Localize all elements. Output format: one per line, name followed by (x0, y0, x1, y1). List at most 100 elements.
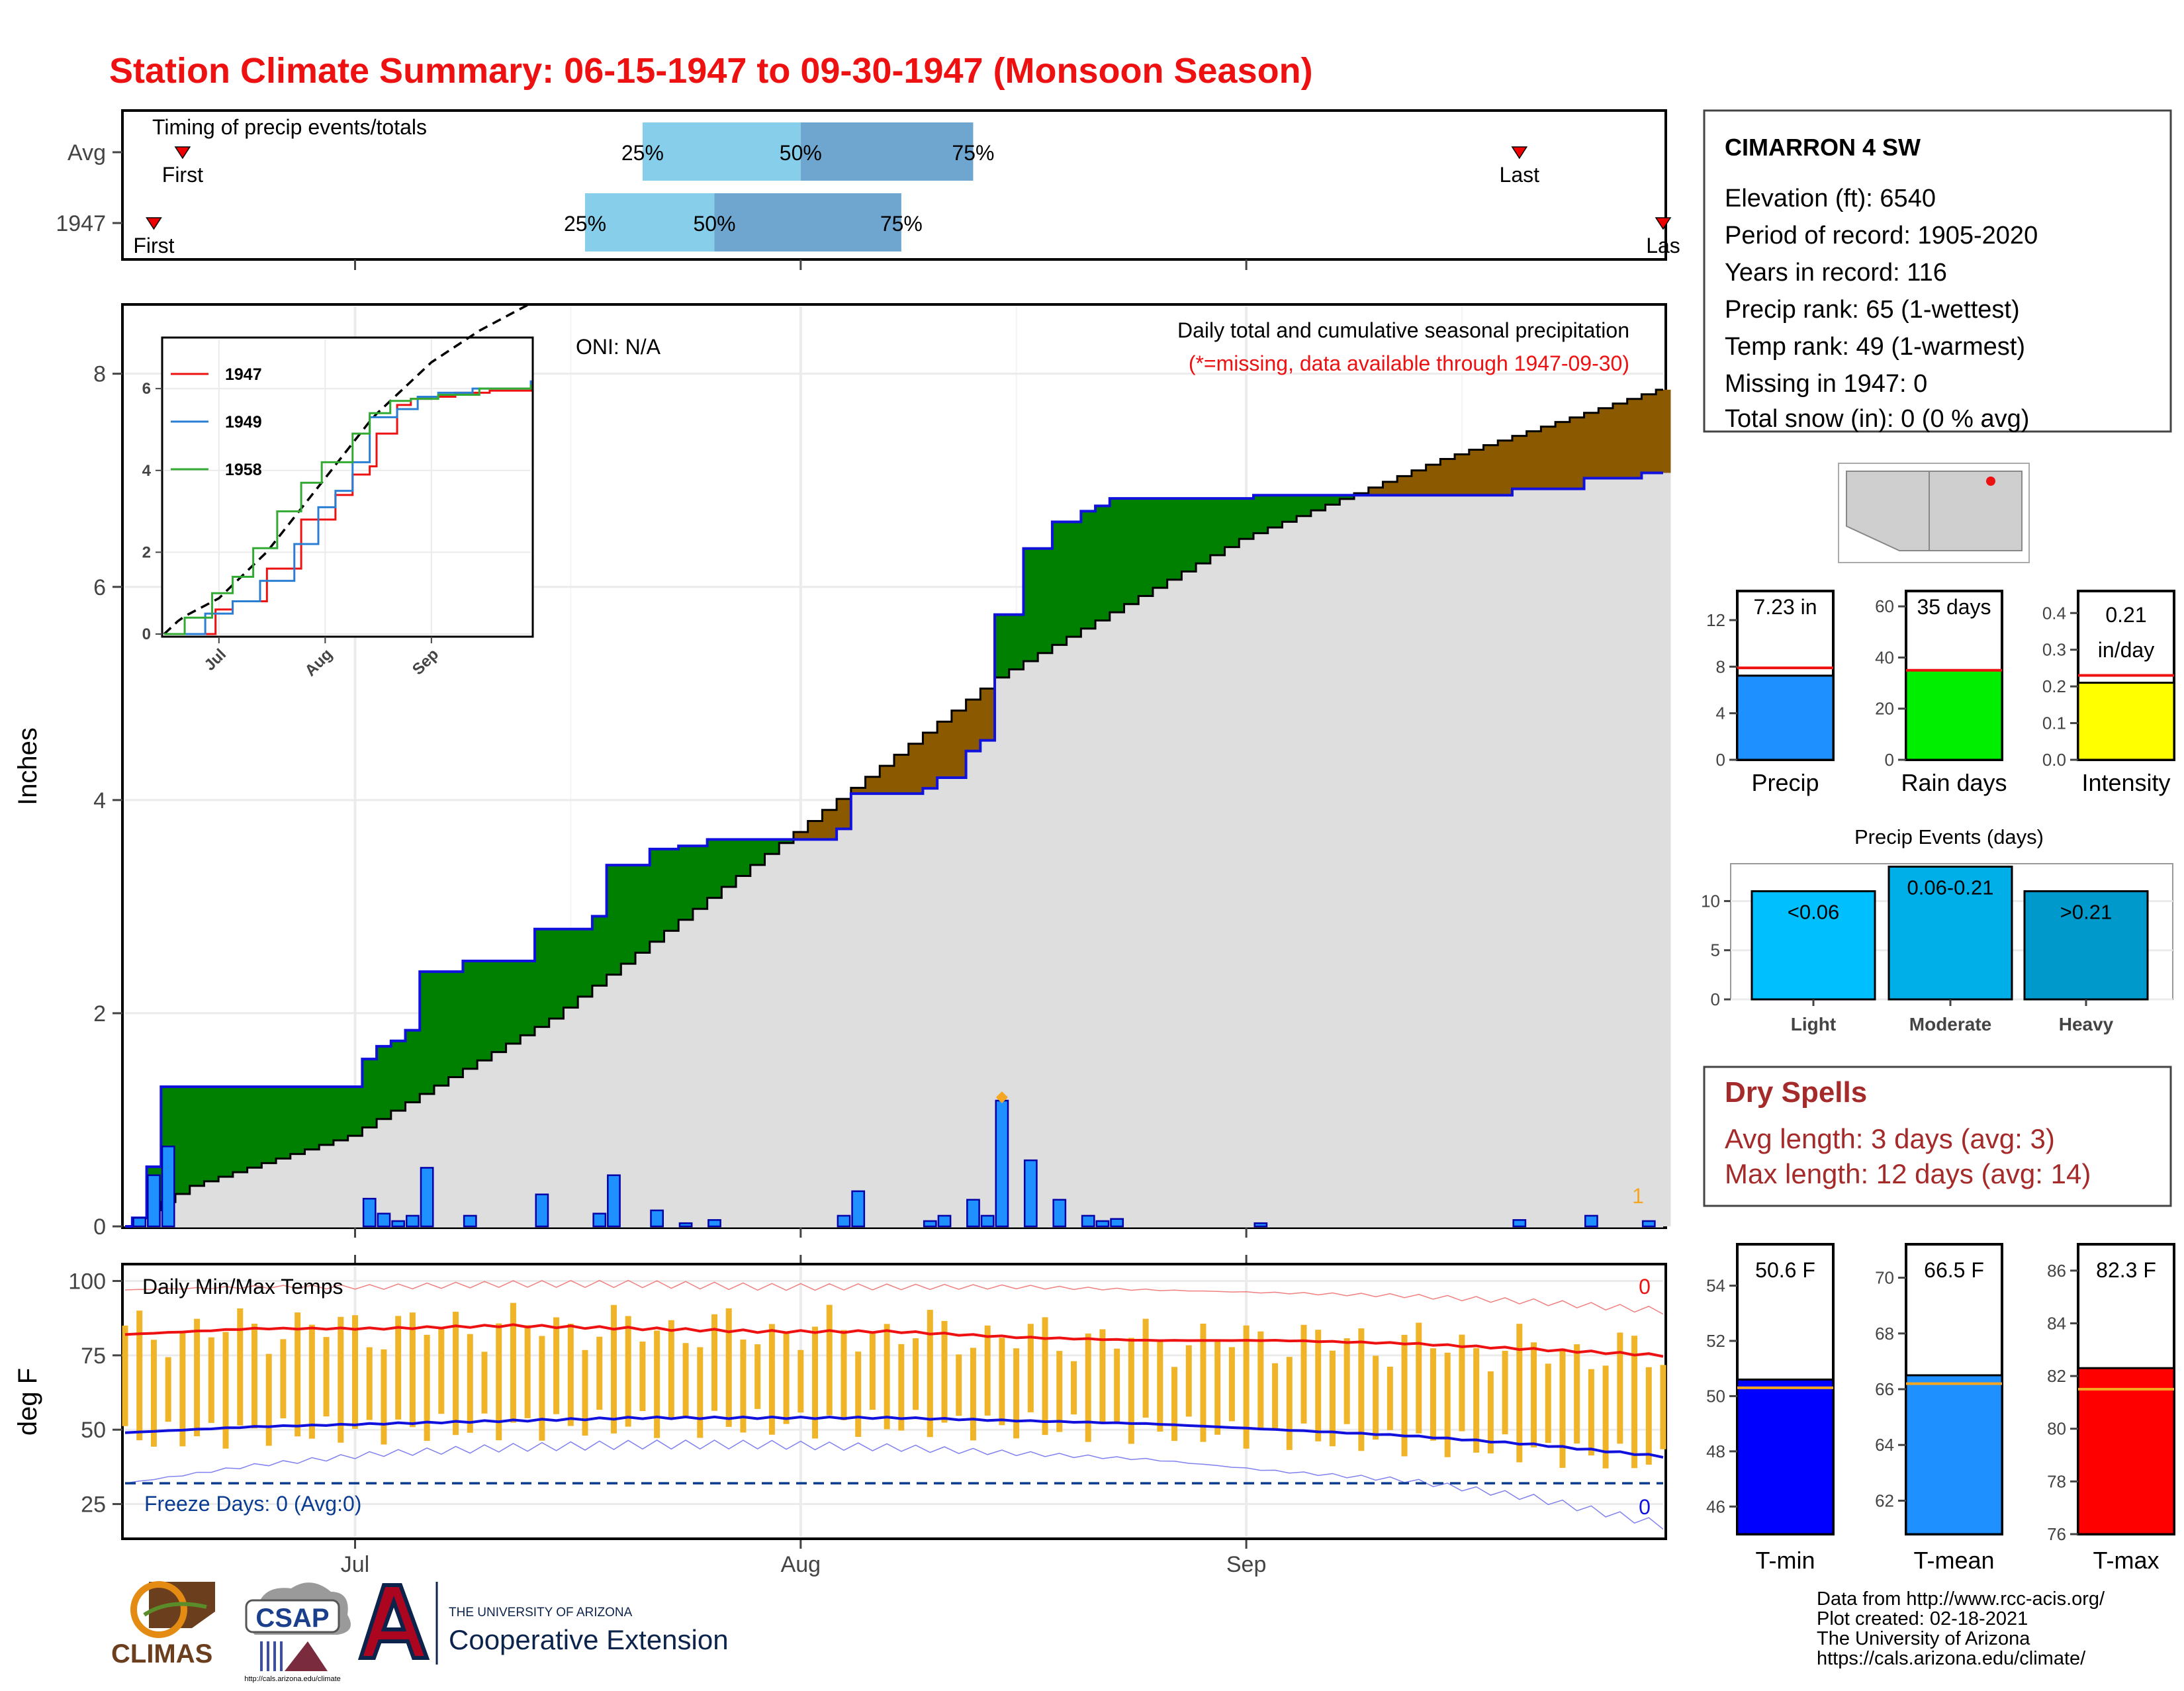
above-normal-area (1052, 522, 1068, 645)
normal-cumulative-area (1181, 571, 1197, 1226)
daily-precip-bar (1110, 1218, 1124, 1228)
daily-temp-bar (1128, 1338, 1134, 1444)
below-normal-area (1641, 394, 1657, 473)
climas-label: CLIMAS (111, 1639, 212, 1668)
below-normal-area (1368, 487, 1384, 496)
daily-temp-bar (553, 1317, 560, 1414)
summary-label: Rain days (1901, 769, 2007, 796)
normal-cumulative-area (850, 794, 866, 1226)
climas-sun-icon (130, 1581, 187, 1638)
temp-summary-tick-label: 66 (1875, 1379, 1894, 1399)
precip-missing-note: (*=missing, data available through 1947-… (1189, 351, 1629, 375)
normal-cumulative-area (1239, 539, 1254, 1226)
daily-temp-bar (1228, 1347, 1235, 1422)
summary-tick-label: 0.0 (2042, 750, 2066, 770)
normal-cumulative-area (1167, 579, 1182, 1226)
daily-temp-bar (1430, 1348, 1436, 1441)
y-tick-label: 4 (93, 788, 106, 813)
daily-temp-bar (970, 1348, 976, 1441)
daily-temp-bar (1574, 1344, 1580, 1444)
above-normal-area (1267, 495, 1283, 528)
summary-label: Intensity (2081, 769, 2170, 796)
record-min-line (124, 1440, 1664, 1530)
q75-label: 75% (880, 212, 923, 236)
daily-temp-bar (1444, 1352, 1451, 1457)
above-normal-area (649, 848, 665, 942)
event-category-label: Moderate (1909, 1014, 1991, 1034)
normal-cumulative-area (923, 788, 938, 1226)
normal-cumulative-area (290, 1154, 306, 1226)
temp-summary-tick-label: 64 (1875, 1435, 1894, 1455)
normal-cumulative-area (1009, 669, 1024, 1226)
above-normal-area (520, 961, 535, 1036)
min-count: 0 (1639, 1495, 1651, 1519)
station-line: Temp rank: 49 (1-warmest) (1725, 333, 2025, 361)
normal-cumulative-area (1383, 495, 1398, 1226)
daily-temp-bar (1099, 1329, 1106, 1424)
above-normal-area (1210, 498, 1226, 555)
quartile-bar-upper (800, 122, 974, 181)
daily-temp-bar (1373, 1355, 1379, 1440)
summary-bars: 0 4 8 12 7.23 in Precip 0 20 40 60 35 days Rain day… (1706, 590, 2175, 796)
normal-cumulative-area (1224, 547, 1240, 1226)
events-plot: 0 5 10 <0.06 Light 0.06-0.21 Moderate >0.21 Heav… (1701, 863, 2173, 1034)
daily-precip-bar (147, 1174, 161, 1228)
daily-temp-bar (496, 1323, 502, 1441)
above-normal-area (175, 1087, 191, 1195)
station-line: Precip rank: 65 (1-wettest) (1725, 296, 2020, 324)
climas-leaf-icon (143, 1602, 207, 1617)
summary-tick-label: 4 (1716, 704, 1725, 723)
daily-temp-bar (1286, 1357, 1293, 1450)
normal-cumulative-area (304, 1149, 320, 1226)
above-normal-area (1239, 498, 1254, 539)
above-normal-area (736, 839, 751, 876)
below-normal-area (1426, 465, 1441, 496)
above-normal-area (678, 846, 694, 920)
above-normal-area (1009, 614, 1024, 670)
below-normal-area (880, 766, 895, 794)
above-normal-area (635, 865, 651, 953)
daily-temp-bar (524, 1325, 531, 1418)
climas-logo: CLIMAS (111, 1581, 215, 1668)
daily-temp-bar (1645, 1367, 1652, 1465)
normal-cumulative-area (1109, 612, 1125, 1226)
daily-temp-bar (1114, 1348, 1120, 1422)
normal-cumulative-area (477, 1060, 492, 1226)
map-state-west (1846, 471, 1930, 551)
daily-precip-bar (1095, 1220, 1110, 1228)
temp-summary-tick-label: 68 (1875, 1324, 1894, 1344)
summary-value-unit: in/day (2098, 638, 2154, 662)
daily-precip-bar (377, 1212, 391, 1228)
summary-label: Precip (1751, 769, 1819, 796)
event-bar (1751, 890, 1876, 1001)
dry-frame (1703, 1066, 2172, 1207)
below-normal-area (980, 688, 995, 741)
normal-cumulative-area (980, 740, 995, 1226)
below-normal-area (850, 788, 866, 794)
normal-cumulative-area (1038, 653, 1053, 1226)
daily-temp-bar (308, 1324, 315, 1439)
above-normal-area (764, 839, 780, 854)
ua-logo: THE UNIVERSITY OF ARIZONA Cooperative Ex… (357, 1582, 729, 1665)
daily-temp-bar (1157, 1342, 1163, 1432)
daily-temp-bar (453, 1311, 459, 1436)
footer: Data from http://www.rcc-acis.org/ Plot … (111, 1581, 2105, 1683)
daily-temp-bar (697, 1347, 704, 1438)
daily-temp-bar (1531, 1342, 1537, 1447)
daily-temp-bar (711, 1314, 718, 1411)
normal-cumulative-area (1354, 495, 1369, 1226)
daily-precip-bar (707, 1219, 721, 1228)
quartile-bar-upper (714, 193, 901, 251)
below-normal-area (937, 721, 952, 778)
record-max-line (124, 1279, 1664, 1315)
daily-temp-bar (956, 1354, 962, 1416)
daily-temp-bar (165, 1357, 171, 1422)
daily-temp-bar (725, 1308, 732, 1427)
daily-temp-bar (136, 1310, 143, 1441)
daily-temp-bar (150, 1340, 157, 1447)
normal-cumulative-area (1138, 596, 1154, 1226)
x-month-label: Jul (341, 1552, 369, 1577)
above-normal-area (1081, 511, 1096, 629)
daily-temp-bar (754, 1344, 761, 1409)
daily-temp-bar (783, 1333, 790, 1424)
